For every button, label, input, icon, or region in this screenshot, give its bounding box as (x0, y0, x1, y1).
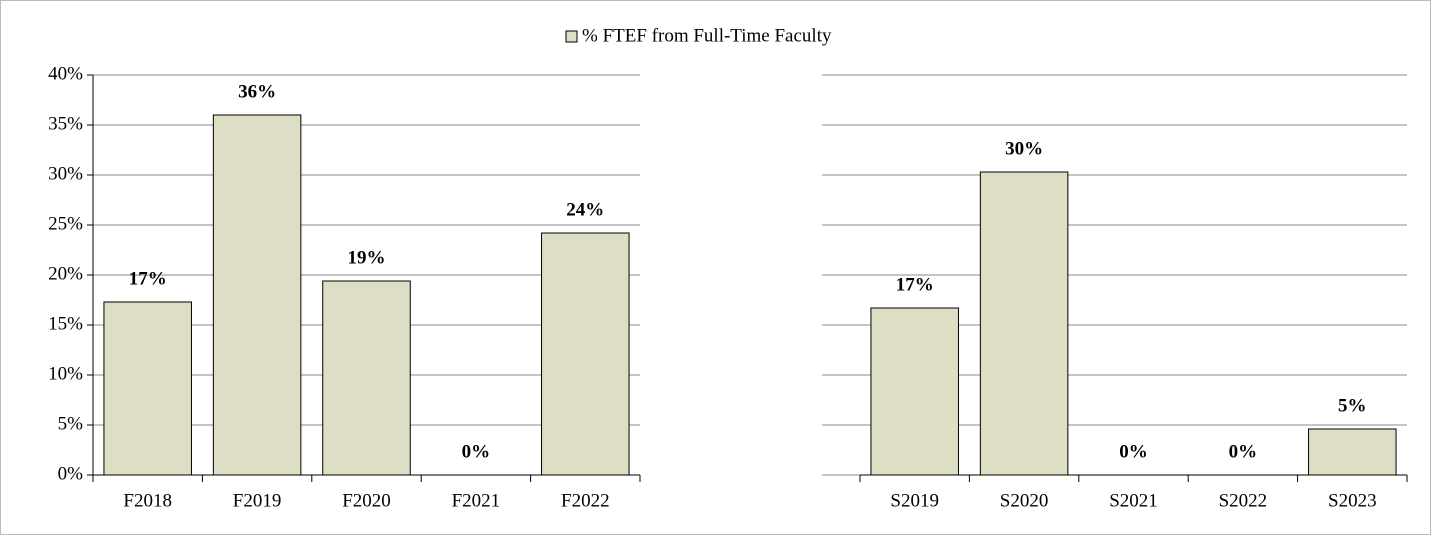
y-tick-label: 10% (48, 363, 83, 384)
value-label: 19% (348, 247, 386, 268)
value-label: 36% (238, 81, 276, 102)
bar (870, 307, 959, 476)
value-label: 0% (462, 441, 491, 462)
x-tick-label: S2020 (1000, 490, 1049, 511)
value-label: 17% (896, 274, 934, 295)
value-label: 17% (129, 268, 167, 289)
x-tick-label: F2019 (233, 490, 282, 511)
bar (103, 301, 192, 476)
y-tick-label: 20% (48, 263, 83, 284)
legend-swatch (565, 30, 578, 43)
y-tick-label: 35% (48, 113, 83, 134)
x-tick-label: S2022 (1219, 490, 1268, 511)
x-tick-label: F2018 (123, 490, 172, 511)
bar (541, 232, 630, 476)
value-label: 5% (1338, 395, 1367, 416)
bar (1308, 428, 1397, 476)
bar (212, 114, 302, 476)
x-tick-label: S2021 (1109, 490, 1158, 511)
y-tick-label: 30% (48, 163, 83, 184)
value-label: 24% (566, 199, 604, 220)
x-tick-label: F2021 (452, 490, 501, 511)
y-tick-label: 25% (48, 213, 83, 234)
bar (322, 280, 411, 476)
x-tick-label: F2020 (342, 490, 391, 511)
x-tick-label: S2019 (890, 490, 939, 511)
bar (979, 171, 1069, 476)
value-label: 0% (1229, 441, 1258, 462)
value-label: 30% (1005, 138, 1043, 159)
x-tick-label: F2022 (561, 490, 610, 511)
y-tick-label: 40% (48, 63, 83, 84)
legend-label: % FTEF from Full-Time Faculty (582, 25, 832, 46)
x-tick-label: S2023 (1328, 490, 1377, 511)
value-label: 0% (1119, 441, 1148, 462)
y-tick-label: 0% (58, 463, 84, 484)
y-tick-label: 15% (48, 313, 83, 334)
y-tick-label: 5% (58, 413, 84, 434)
